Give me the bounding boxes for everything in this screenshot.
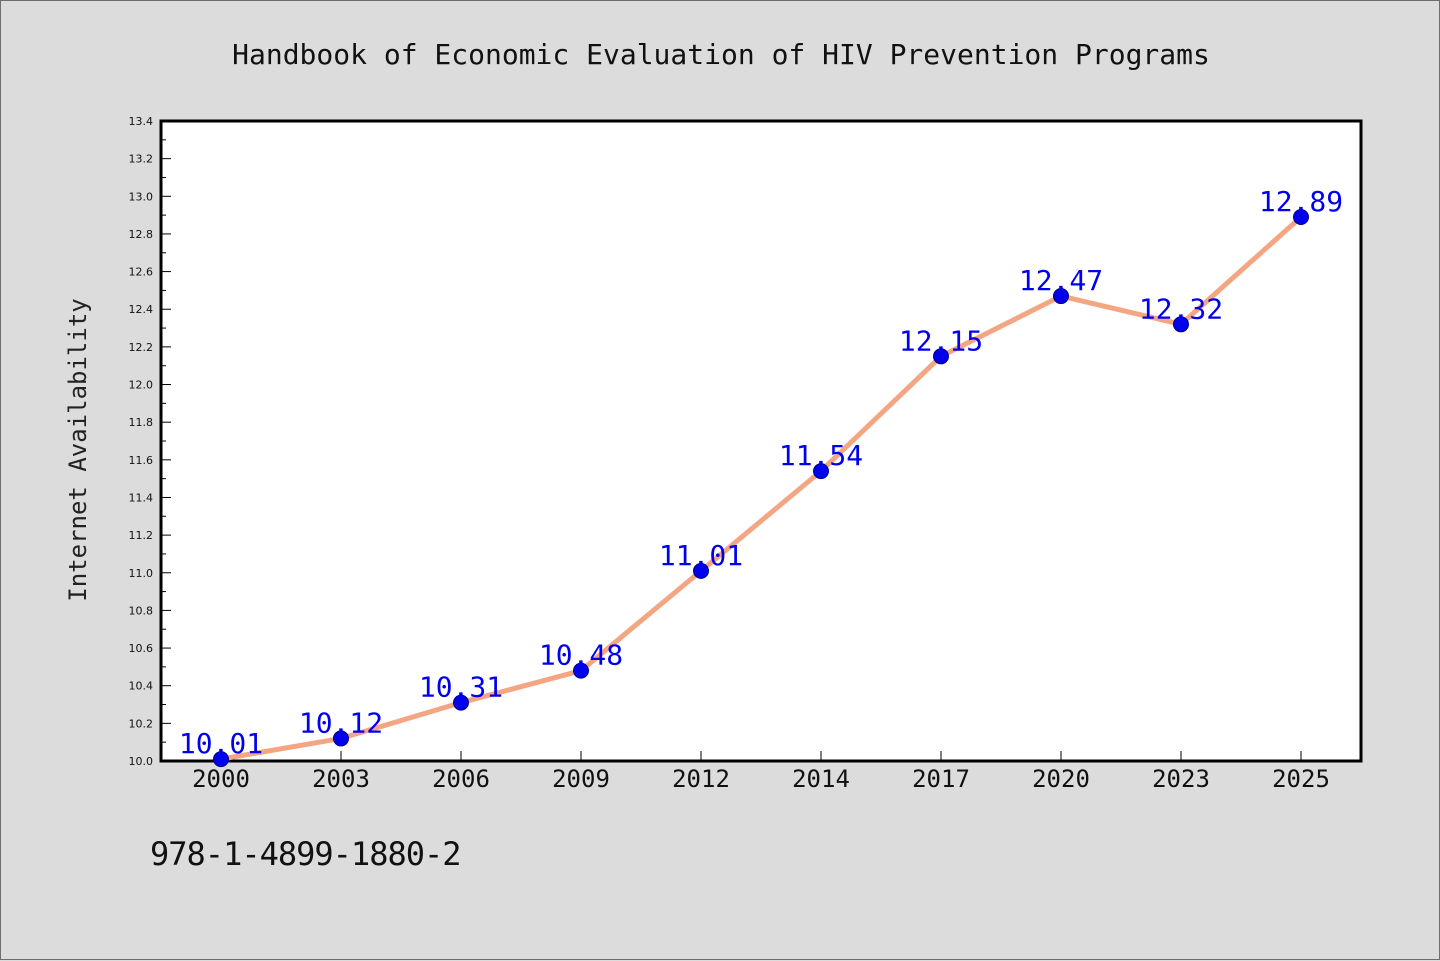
data-label: 12.15 [899, 324, 983, 357]
data-point [1173, 316, 1189, 333]
data-point [573, 662, 589, 679]
data-point [213, 751, 229, 768]
y-axis: 10.0 10.2 10.4 10.6 10.8 11.0 11.2 11.4 11.6 11.8… [129, 115, 171, 768]
x-tick-label: 2025 [1272, 765, 1330, 793]
x-tick-label: 2009 [552, 765, 610, 793]
y-tick-label: 13.0 [129, 190, 154, 203]
data-point [813, 463, 829, 480]
y-tick-label: 11.4 [129, 491, 154, 504]
y-tick-label: 11.6 [129, 454, 154, 467]
data-label: 10.12 [299, 706, 383, 739]
isbn-text: 978-1-4899-1880-2 [150, 835, 462, 873]
x-tick-label: 2014 [792, 765, 850, 793]
y-tick-label: 13.2 [129, 153, 154, 166]
x-tick-label: 2020 [1032, 765, 1090, 793]
y-tick-label: 12.6 [129, 266, 154, 279]
y-tick-label: 10.6 [129, 642, 154, 655]
y-tick-label: 12.0 [129, 379, 154, 392]
data-label: 11.54 [779, 439, 863, 472]
y-tick-label: 10.2 [129, 717, 154, 730]
y-tick-label: 11.8 [129, 416, 154, 429]
data-point [933, 348, 949, 365]
plot-area [159, 119, 1363, 763]
data-label: 12.32 [1139, 292, 1223, 325]
data-label: 12.47 [1019, 264, 1103, 297]
data-point [693, 562, 709, 579]
y-axis-label: Internet Availability [64, 298, 92, 601]
x-tick-label: 2000 [192, 765, 250, 793]
y-tick-label: 10.4 [129, 680, 154, 693]
x-tick-label: 2006 [432, 765, 490, 793]
data-label: 12.89 [1259, 185, 1343, 218]
x-tick-label: 2003 [312, 765, 370, 793]
data-label: 10.48 [539, 639, 623, 672]
data-series: 10.01 10.12 10.31 10.48 11.01 11.54 12.15 12.47… [179, 185, 1343, 768]
y-tick-label: 12.4 [129, 303, 154, 316]
chart-title: Handbook of Economic Evaluation of HIV P… [232, 38, 1210, 71]
x-tick-label: 2012 [672, 765, 730, 793]
x-tick-label: 2017 [912, 765, 970, 793]
y-tick-label: 10.8 [129, 604, 154, 617]
data-point [333, 730, 349, 747]
data-point [1293, 209, 1309, 225]
y-tick-label: 12.8 [129, 228, 154, 241]
data-label: 10.01 [179, 727, 263, 760]
y-tick-label: 12.2 [129, 341, 154, 354]
data-point [453, 694, 469, 711]
x-axis: 2000 2003 2006 2009 2012 2014 2017 2020 2023 2025 [192, 751, 1330, 793]
y-tick-label: 13.4 [129, 115, 154, 128]
data-label: 11.01 [659, 539, 743, 572]
y-tick-label: 11.0 [129, 567, 154, 580]
data-point [1053, 288, 1069, 305]
data-label: 10.31 [419, 671, 503, 704]
series-line [220, 215, 1303, 762]
y-tick-label: 10.0 [129, 755, 154, 768]
y-tick-label: 11.2 [129, 529, 154, 542]
x-tick-label: 2023 [1152, 765, 1210, 793]
